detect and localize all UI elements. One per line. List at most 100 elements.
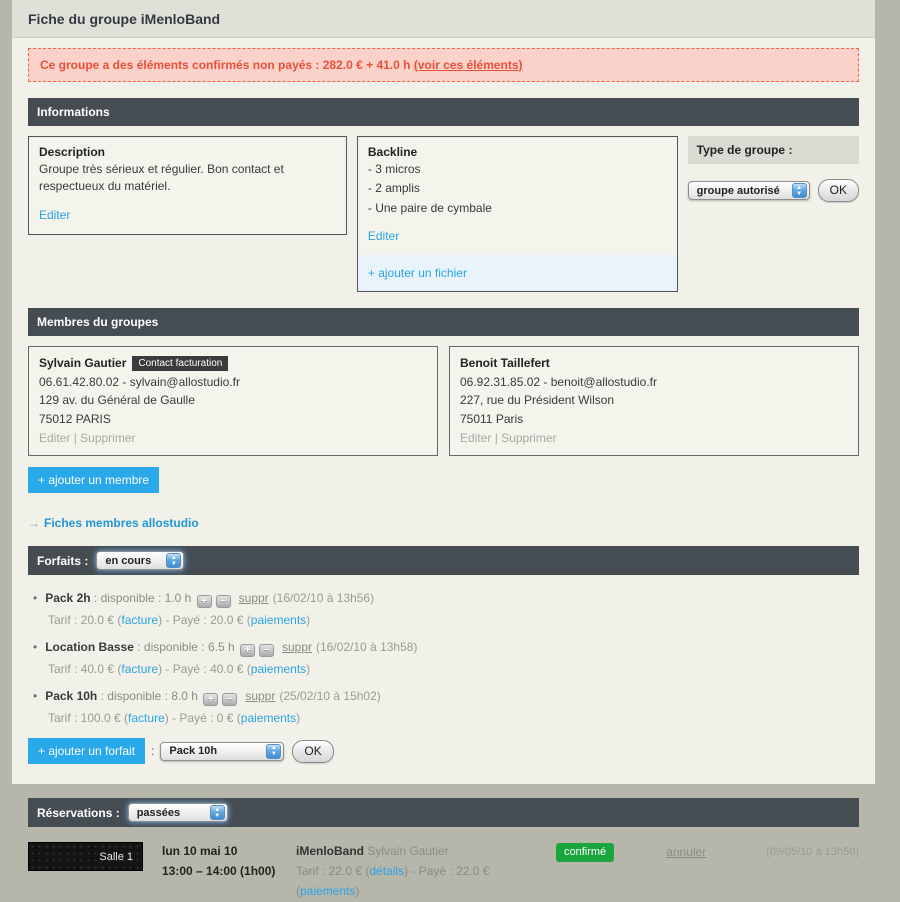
forfait-facture-link[interactable]: facture xyxy=(121,662,159,677)
section-informations-label: Informations xyxy=(37,105,110,119)
reservations-filter-selected-value: passées xyxy=(136,806,181,819)
reservation-close-paren: ) xyxy=(355,883,360,898)
group-type-ok-button[interactable]: OK xyxy=(817,179,859,202)
member-card: Sylvain Gautier Contact facturation 06.61… xyxy=(28,346,438,457)
members-files-link[interactable]: → Fiches membres allostudio xyxy=(28,516,859,530)
plus-icon[interactable]: + xyxy=(196,595,212,609)
select-stepper-icon: ▲ ▼ xyxy=(209,805,225,821)
forfait-paye-text: ) - Payé : 20.0 € ( xyxy=(158,613,251,628)
member-contact: 06.92.31.85.02 - benoit@allostudio.fr xyxy=(460,374,657,389)
section-forfaits: Forfaits : en cours ▲ ▼ xyxy=(28,546,859,576)
plus-icon[interactable]: + xyxy=(203,693,219,707)
forfait-name: Pack 2h xyxy=(45,591,91,606)
add-member-button[interactable]: + ajouter un membre xyxy=(28,467,160,494)
backline-item: - 3 micros xyxy=(367,162,421,176)
reservation-time: 13:00 – 14:00 (1h00) xyxy=(162,863,276,878)
reservation-created-timestamp: (09/05/10 à 13h50) xyxy=(766,846,859,859)
forfait-tarif-text: Tarif : 100.0 € ( xyxy=(48,711,129,726)
member-city: 75012 PARIS xyxy=(39,411,111,426)
group-type-selected-value: groupe autorisé xyxy=(696,184,780,197)
backline-footer: + ajouter un fichier xyxy=(357,255,677,292)
member-edit-link[interactable]: Editer xyxy=(460,430,492,445)
add-forfait-selected-value: Pack 10h xyxy=(169,745,218,758)
add-file-link[interactable]: + ajouter un fichier xyxy=(367,266,467,281)
backline-edit-link[interactable]: Editer xyxy=(367,229,400,244)
member-address: 227, rue du Président Wilson xyxy=(460,393,615,408)
minus-icon[interactable]: − xyxy=(258,644,274,658)
page-header: Fiche du groupe iMenloBand xyxy=(12,0,875,38)
plus-icon[interactable]: + xyxy=(239,644,255,658)
page-title: Fiche du groupe iMenloBand xyxy=(28,11,221,27)
forfait-tarif-text: Tarif : 40.0 € ( xyxy=(48,662,122,677)
bullet-icon: • xyxy=(33,689,38,704)
add-forfait-ok-button[interactable]: OK xyxy=(292,739,334,763)
member-name: Sylvain Gautier xyxy=(39,356,127,371)
forfait-suppr-link[interactable]: suppr xyxy=(245,689,276,704)
section-reservations: Réservations : passées ▲ ▼ xyxy=(28,798,859,828)
backline-item: - Une paire de cymbale xyxy=(367,200,492,215)
forfait-close-paren: ) xyxy=(306,662,311,677)
forfait-suppr-link[interactable]: suppr xyxy=(238,591,269,606)
forfait-facture-link[interactable]: facture xyxy=(128,711,165,726)
group-type-select[interactable]: groupe autorisé ▲ ▼ xyxy=(687,181,810,200)
colon-separator: : xyxy=(151,744,155,759)
description-edit-link[interactable]: Editer xyxy=(39,207,71,222)
reservation-room-badge: Salle 1 xyxy=(28,842,143,872)
description-text: Groupe très sérieux et régulier. Bon con… xyxy=(39,162,284,194)
group-type-label: Type de groupe : xyxy=(687,136,859,164)
forfait-tarif-text: Tarif : 20.0 € ( xyxy=(48,613,122,628)
bullet-icon: • xyxy=(33,640,38,655)
reservation-room-label: Salle 1 xyxy=(99,850,133,863)
forfait-suppr-link[interactable]: suppr xyxy=(281,640,313,655)
reservation-cancel-link[interactable]: annuler xyxy=(666,845,707,860)
reservation-tarif-text: Tarif : 22.0 € ( xyxy=(296,863,370,878)
forfait-item: • Pack 2h : disponible : 1.0 h + − suppr (16… xyxy=(33,591,859,627)
member-delete-link[interactable]: Supprimer xyxy=(80,430,136,445)
member-delete-link[interactable]: Supprimer xyxy=(501,430,557,445)
backline-box: Backline - 3 micros - 2 amplis - Une pai… xyxy=(356,136,678,293)
member-city: 75011 Paris xyxy=(460,411,524,426)
backline-title: Backline xyxy=(367,145,418,159)
forfait-availability: : disponible : 8.0 h xyxy=(97,689,198,704)
forfait-paye-text: ) - Payé : 40.0 € ( xyxy=(158,662,251,677)
bullet-icon: • xyxy=(33,591,38,606)
forfait-date: (16/02/10 à 13h58) xyxy=(316,640,418,655)
reservation-paiements-link[interactable]: paiements xyxy=(300,883,356,898)
forfaits-filter-select[interactable]: en cours ▲ ▼ xyxy=(96,551,185,571)
section-informations: Informations xyxy=(28,98,859,126)
forfait-facture-link[interactable]: facture xyxy=(121,613,159,628)
forfait-paiements-link[interactable]: paiements xyxy=(240,711,297,726)
forfait-item: • Location Basse : disponible : 6.5 h + − s… xyxy=(33,640,859,676)
section-reservations-label: Réservations : xyxy=(37,805,120,820)
section-membres: Membres du groupes xyxy=(28,308,859,337)
reservation-contact-name: Sylvain Gautier xyxy=(364,844,449,859)
member-edit-link[interactable]: Editer xyxy=(39,430,71,445)
forfait-availability: : disponible : 6.5 h xyxy=(133,640,235,655)
member-contact: 06.61.42.80.02 - sylvain@allostudio.fr xyxy=(39,374,240,389)
view-elements-link[interactable]: (voir ces éléments) xyxy=(413,58,523,72)
minus-icon[interactable]: − xyxy=(215,595,231,609)
forfait-date: (16/02/10 à 13h56) xyxy=(272,591,375,606)
link-separator: | xyxy=(70,430,81,445)
reservation-details-link[interactable]: détails xyxy=(369,863,405,878)
section-forfaits-label: Forfaits : xyxy=(37,553,89,568)
add-forfait-select[interactable]: Pack 10h ▲ ▼ xyxy=(160,741,285,761)
forfait-paiements-link[interactable]: paiements xyxy=(250,662,307,677)
reservation-band-name: iMenloBand xyxy=(296,844,364,859)
forfait-item: • Pack 10h : disponible : 8.0 h + − suppr (2… xyxy=(33,689,859,725)
page-content: Fiche du groupe iMenloBand Ce groupe a d… xyxy=(12,0,875,898)
reservations-filter-select[interactable]: passées ▲ ▼ xyxy=(127,803,228,823)
reservation-row: Salle 1 lun 10 mai 10 13:00 – 14:00 (1h0… xyxy=(28,842,859,901)
group-type-panel: Type de groupe : groupe autorisé ▲ ▼ OK xyxy=(687,136,859,202)
forfait-paiements-link[interactable]: paiements xyxy=(250,613,307,628)
confirmed-status-badge: confirmé xyxy=(556,843,615,863)
add-forfait-button[interactable]: + ajouter un forfait xyxy=(28,738,146,765)
minus-icon[interactable]: − xyxy=(222,693,238,707)
forfait-close-paren: ) xyxy=(306,613,311,628)
forfait-date: (25/02/10 à 15h02) xyxy=(279,689,381,704)
section-membres-label: Membres du groupes xyxy=(37,315,159,330)
member-address: 129 av. du Général de Gaulle xyxy=(39,393,195,408)
select-stepper-icon: ▲ ▼ xyxy=(791,183,807,198)
forfait-name: Location Basse xyxy=(45,640,134,655)
unpaid-alert-text: Ce groupe a des éléments confirmés non p… xyxy=(40,58,411,72)
